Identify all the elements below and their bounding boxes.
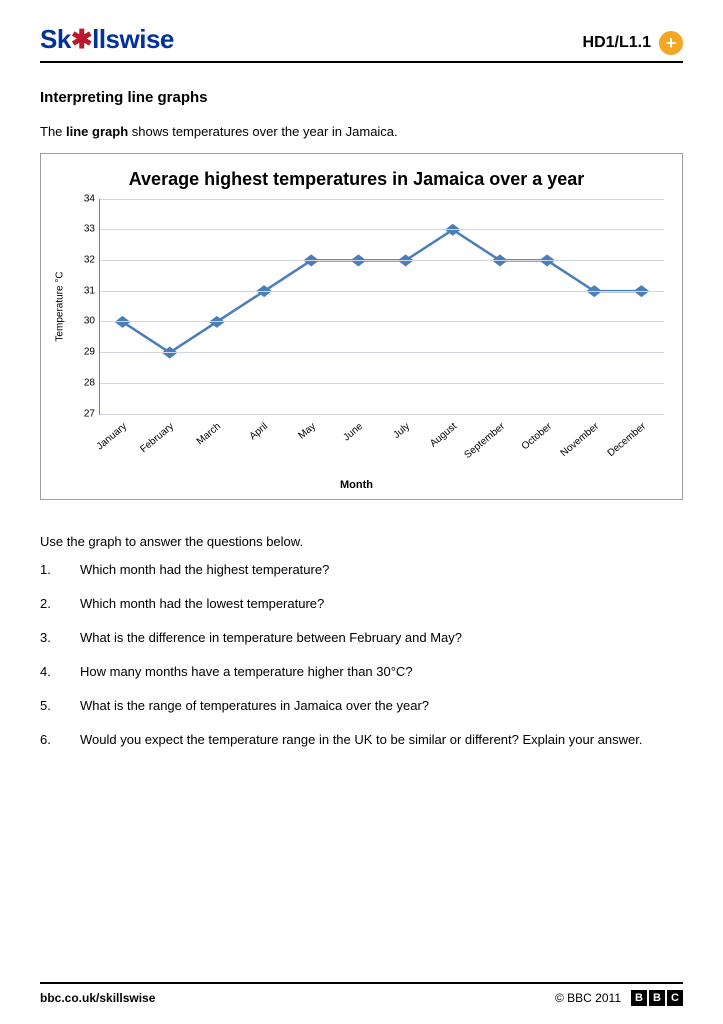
y-tick-label: 30 — [84, 316, 95, 327]
bbc-b1: B — [631, 990, 647, 1006]
x-tick-label: February — [138, 421, 176, 455]
x-tick-label: April — [248, 421, 270, 442]
x-tick-label: January — [94, 421, 128, 452]
x-ticks: JanuaryFebruaryMarchAprilMayJuneJulyAugu… — [99, 415, 664, 477]
footer-copyright: © BBC 2011 — [555, 991, 621, 1005]
x-tick-label: September — [462, 421, 507, 461]
chart-plot — [99, 199, 664, 415]
x-tick-label: March — [195, 421, 223, 447]
intro-bold: line graph — [66, 124, 128, 139]
intro-text: The line graph shows temperatures over t… — [40, 124, 683, 139]
x-tick-label: August — [429, 421, 460, 449]
x-axis-label: Month — [49, 479, 664, 491]
logo-suffix: llswise — [92, 24, 174, 54]
logo-star-icon: ✱ — [71, 24, 92, 54]
skillswise-logo: Sk✱llswise — [40, 24, 174, 55]
y-tick-label: 28 — [84, 377, 95, 388]
footer-url: bbc.co.uk/skillswise — [40, 991, 155, 1005]
question-item: What is the range of temperatures in Jam… — [40, 697, 683, 715]
x-tick-label: December — [606, 421, 648, 459]
x-tick-label: July — [391, 421, 412, 441]
header-right: HD1/L1.1 + — [583, 31, 683, 55]
page-header: Sk✱llswise HD1/L1.1 + — [40, 24, 683, 63]
plus-icon: + — [659, 31, 683, 55]
worksheet-code: HD1/L1.1 — [583, 34, 651, 52]
x-tick-label: October — [520, 421, 554, 452]
y-tick-label: 32 — [84, 254, 95, 265]
chart-title: Average highest temperatures in Jamaica … — [49, 168, 664, 191]
y-tick-label: 31 — [84, 285, 95, 296]
question-item: What is the difference in temperature be… — [40, 629, 683, 647]
question-item: Would you expect the temperature range i… — [40, 731, 683, 749]
x-tick-label: November — [559, 421, 601, 459]
y-tick-label: 29 — [84, 347, 95, 358]
y-tick-label: 27 — [84, 408, 95, 419]
page-footer: bbc.co.uk/skillswise © BBC 2011 B B C — [40, 982, 683, 1006]
y-tick-label: 34 — [84, 193, 95, 204]
instructions: Use the graph to answer the questions be… — [40, 534, 683, 549]
x-tick-label: May — [296, 421, 318, 442]
y-axis-label: Temperature °C — [55, 271, 66, 341]
intro-pre: The — [40, 124, 66, 139]
question-list: Which month had the highest temperature?… — [40, 561, 683, 750]
y-tick-label: 33 — [84, 224, 95, 235]
page-title: Interpreting line graphs — [40, 89, 683, 106]
x-tick-label: June — [341, 421, 365, 443]
bbc-c: C — [667, 990, 683, 1006]
bbc-logo: B B C — [631, 990, 683, 1006]
bbc-b2: B — [649, 990, 665, 1006]
question-item: Which month had the highest temperature? — [40, 561, 683, 579]
question-item: Which month had the lowest temperature? — [40, 595, 683, 613]
chart-container: Average highest temperatures in Jamaica … — [40, 153, 683, 500]
intro-post: shows temperatures over the year in Jama… — [128, 124, 398, 139]
y-ticks: 3433323130292827 — [71, 199, 99, 415]
logo-prefix: Sk — [40, 24, 71, 54]
chart-series — [100, 199, 664, 414]
question-item: How many months have a temperature highe… — [40, 663, 683, 681]
